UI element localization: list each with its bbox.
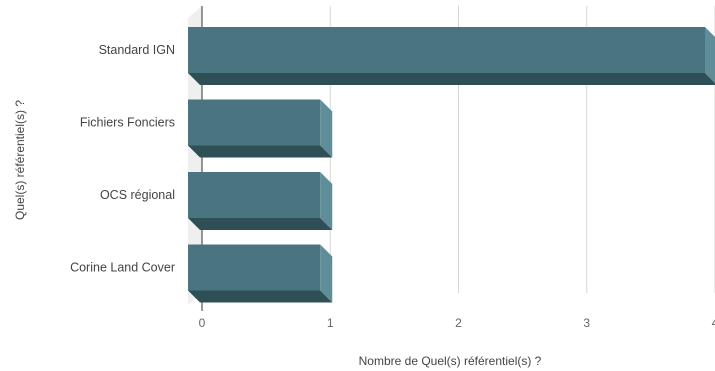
bar-side [320,172,333,230]
bar-side [320,99,333,158]
bar-side [320,244,333,303]
bar [188,172,333,230]
bar-bottom [188,218,333,230]
category-label: OCS régional [100,188,175,202]
bars [188,27,715,303]
x-tick-label: 4 [712,316,715,330]
bar-bottom [188,145,333,158]
bar [188,244,333,303]
y-axis-title: Quel(s) référentiel(s) ? [13,100,27,220]
bar-front [188,99,321,146]
bar-side [705,27,715,83]
bar-front [188,172,321,218]
x-tick-label: 0 [199,316,206,330]
bar-bottom [188,73,715,85]
category-labels: Standard IGN Fichiers Fonciers OCS régiona… [70,43,175,275]
category-label: Standard IGN [99,43,175,57]
x-tick-label: 1 [327,316,334,330]
x-tick-labels: 0 1 2 3 4 [199,316,715,330]
bar-front [188,244,321,291]
x-tick-label: 3 [583,316,590,330]
bar [188,27,715,85]
bar-bottom [188,290,333,303]
bar-front [188,27,705,73]
category-label: Corine Land Cover [70,261,175,275]
x-axis-title: Nombre de Quel(s) référentiel(s) ? [359,354,542,368]
bar [188,99,333,158]
category-label: Fichiers Fonciers [80,116,175,130]
x-tick-label: 2 [455,316,462,330]
